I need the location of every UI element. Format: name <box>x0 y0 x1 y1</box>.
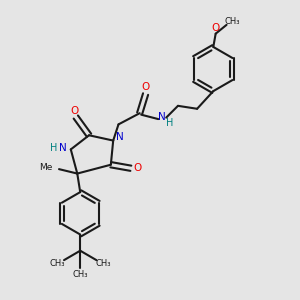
Text: CH₃: CH₃ <box>95 259 111 268</box>
Text: CH₃: CH₃ <box>225 16 240 26</box>
Text: N: N <box>116 132 124 142</box>
Text: O: O <box>142 82 150 92</box>
Text: H: H <box>50 143 57 153</box>
Text: N: N <box>59 143 66 153</box>
Text: O: O <box>212 23 220 33</box>
Text: N: N <box>158 112 166 122</box>
Text: H: H <box>166 118 174 128</box>
Text: O: O <box>133 163 142 173</box>
Text: O: O <box>70 106 79 116</box>
Text: CH₃: CH₃ <box>73 270 88 279</box>
Text: CH₃: CH₃ <box>50 259 65 268</box>
Text: Me: Me <box>39 163 52 172</box>
